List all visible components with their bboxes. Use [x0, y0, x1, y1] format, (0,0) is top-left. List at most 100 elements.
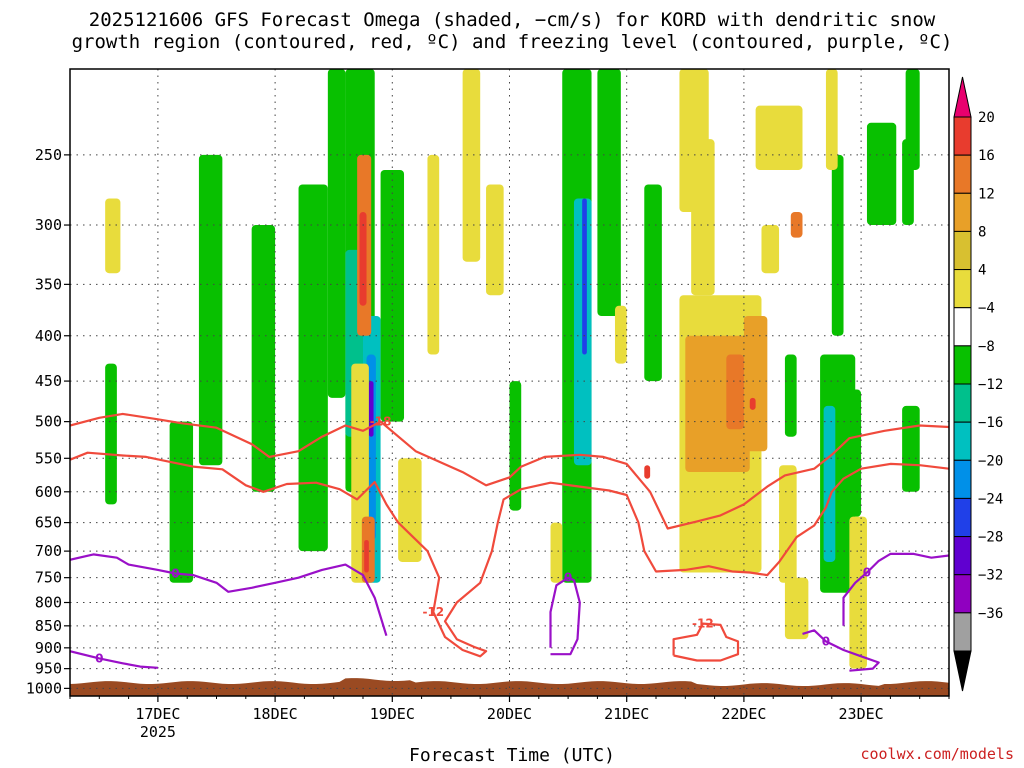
y-tick-label: 800	[35, 594, 62, 612]
colorbar-label: 12	[978, 186, 995, 202]
x-axis-label: Forecast Time (UTC)	[409, 745, 615, 766]
omega-region	[509, 381, 522, 511]
colorbar-label: 20	[978, 110, 995, 126]
omega-region	[582, 198, 587, 355]
colorbar-box	[953, 383, 972, 423]
omega-region	[462, 69, 481, 262]
omega-region	[784, 354, 797, 437]
omega-region	[849, 516, 867, 669]
freezing-contour-label: 0	[863, 566, 871, 580]
colorbar-box	[953, 497, 972, 538]
omega-region	[398, 458, 422, 562]
chart-title-line-2: growth region (contoured, red, ºC) and f…	[71, 31, 953, 53]
freezing-contour	[842, 552, 949, 626]
colorbar-box	[953, 421, 972, 461]
x-tick-label: 21DEC	[604, 705, 649, 723]
x-tick-label: 20DEC	[487, 705, 532, 723]
y-tick-label: 250	[35, 146, 62, 164]
y-tick-label: 1000	[26, 679, 62, 697]
colorbar-label: −4	[978, 301, 995, 317]
omega-region	[368, 381, 374, 437]
colorbar-label: −8	[978, 339, 995, 355]
colorbar-bottom-arrow	[953, 650, 972, 692]
omega-region	[644, 465, 651, 479]
omega-region	[251, 225, 276, 492]
y-tick-label: 350	[35, 275, 62, 293]
omega-region	[550, 522, 563, 583]
colorbar-box	[953, 574, 972, 614]
omega-region	[364, 539, 369, 573]
y-tick-label: 750	[35, 569, 62, 587]
colorbar-box	[953, 459, 972, 499]
dgz-contour	[672, 622, 740, 662]
omega-region	[823, 405, 836, 562]
y-tick-label: 600	[35, 483, 62, 501]
omega-region	[843, 389, 862, 517]
omega-region	[427, 154, 440, 355]
omega-region	[597, 69, 621, 317]
freezing-contour	[802, 629, 880, 672]
omega-region	[825, 69, 838, 170]
chart-title-line-1: 2025121606 GFS Forecast Omega (shaded, −…	[88, 9, 936, 31]
omega-region	[380, 169, 405, 422]
colorbar-label: 4	[978, 263, 986, 279]
y-tick-label: 900	[35, 639, 62, 657]
omega-region	[743, 316, 768, 452]
omega-region	[905, 69, 920, 170]
omega-shading-layer	[105, 69, 920, 669]
colorbar-label: −28	[978, 530, 1003, 546]
omega-region	[691, 139, 715, 296]
omega-region	[779, 465, 797, 583]
y-tick-label: 500	[35, 413, 62, 431]
colorbar-top-arrow	[953, 76, 972, 118]
dgz-contour-label: -18	[370, 415, 392, 429]
colorbar-box	[953, 192, 972, 232]
y-tick-label: 850	[35, 617, 62, 635]
freezing-contour	[549, 576, 581, 656]
colorbar-box	[953, 536, 972, 576]
omega-region	[755, 105, 803, 170]
omega-region	[831, 154, 844, 336]
contour-layer: -18 -12 -12 0 0 0 0 0	[70, 412, 949, 672]
colorbar-box	[953, 307, 972, 347]
dgz-contour-label: -12	[422, 605, 444, 619]
omega-region	[198, 154, 223, 466]
x-tick-label: 19DEC	[370, 705, 415, 723]
colorbar-box	[953, 269, 972, 309]
colorbar-label: −32	[978, 568, 1003, 584]
omega-region	[614, 305, 627, 364]
y-tick-label: 400	[35, 327, 62, 345]
freezing-contour-label: 0	[171, 567, 179, 581]
freezing-contour	[70, 650, 158, 669]
omega-region	[105, 363, 117, 505]
colorbar-label: −12	[978, 377, 1003, 393]
freezing-contour-label: 0	[822, 634, 830, 648]
colorbar-box	[953, 116, 972, 156]
colorbar-label: −24	[978, 491, 1003, 507]
y-tick-label: 700	[35, 542, 62, 560]
colorbar-label: −36	[978, 606, 1003, 622]
colorbar: 20 16 12 8 4 −4 −8 −12 −16 −20 −24 −28 −32 −36	[953, 76, 1003, 692]
colorbar-box	[953, 345, 972, 385]
omega-region	[359, 211, 367, 306]
gridlines	[70, 69, 949, 696]
freezing-contour	[70, 553, 388, 637]
freezing-contour-label: 0	[564, 571, 572, 585]
omega-region	[761, 225, 780, 274]
y-tick-label: 450	[35, 372, 62, 390]
credit-link[interactable]: coolwx.com/models	[860, 745, 1014, 763]
colorbar-label: 16	[978, 148, 995, 164]
omega-region	[327, 69, 346, 398]
dgz-contour-label: -12	[692, 617, 714, 631]
colorbar-box	[953, 154, 972, 194]
colorbar-label: −20	[978, 453, 1003, 469]
dgz-contour	[70, 451, 949, 658]
y-tick-label: 650	[35, 514, 62, 532]
omega-region	[726, 354, 744, 430]
omega-region	[902, 405, 920, 492]
x-tick-label: 23DEC	[839, 705, 884, 723]
omega-region	[486, 184, 504, 296]
x-tick-label: 22DEC	[721, 705, 766, 723]
omega-region	[749, 397, 756, 410]
